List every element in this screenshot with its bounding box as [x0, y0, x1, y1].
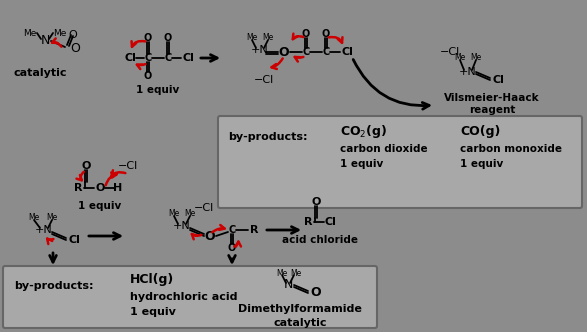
Text: Vilsmeier-Haack: Vilsmeier-Haack: [444, 93, 540, 103]
Text: Me: Me: [28, 213, 40, 222]
Text: +N: +N: [35, 225, 53, 235]
Text: 1 equiv: 1 equiv: [460, 159, 503, 169]
Text: 1 equiv: 1 equiv: [130, 307, 176, 317]
Text: C: C: [144, 53, 151, 63]
Text: Cl: Cl: [324, 217, 336, 227]
Text: 1 equiv: 1 equiv: [136, 85, 180, 95]
Text: O: O: [311, 197, 321, 207]
Text: Dimethylformamide: Dimethylformamide: [238, 304, 362, 314]
FancyBboxPatch shape: [3, 266, 377, 328]
Text: hydrochloric acid: hydrochloric acid: [130, 292, 238, 302]
Text: CO$_2$(g): CO$_2$(g): [340, 124, 387, 140]
Text: O: O: [164, 33, 172, 43]
Text: R: R: [303, 217, 312, 227]
Text: Me: Me: [470, 53, 481, 62]
Text: O: O: [228, 243, 236, 253]
Text: R: R: [74, 183, 82, 193]
FancyBboxPatch shape: [218, 116, 582, 208]
Text: Cl: Cl: [68, 235, 80, 245]
Text: Me: Me: [168, 209, 180, 218]
Text: CO(g): CO(g): [460, 125, 500, 138]
Text: N: N: [284, 279, 293, 291]
Text: Me: Me: [23, 29, 37, 38]
Text: +N: +N: [173, 221, 191, 231]
Text: O: O: [302, 29, 310, 39]
Text: carbon monoxide: carbon monoxide: [460, 144, 562, 154]
Text: O: O: [82, 161, 90, 171]
Text: O: O: [95, 183, 104, 193]
Text: O: O: [144, 33, 152, 43]
Text: O: O: [69, 30, 77, 40]
Text: by-products:: by-products:: [228, 132, 308, 142]
Text: Me: Me: [291, 269, 302, 278]
Text: catalytic: catalytic: [274, 318, 327, 328]
Text: C: C: [302, 47, 309, 57]
Text: reagent: reagent: [469, 105, 515, 115]
Text: by-products:: by-products:: [14, 281, 93, 291]
Text: C: C: [322, 47, 330, 57]
Text: −Cl: −Cl: [254, 75, 274, 85]
Text: O: O: [279, 45, 289, 58]
Text: Me: Me: [184, 209, 195, 218]
Text: Me: Me: [247, 34, 258, 42]
Text: carbon dioxide: carbon dioxide: [340, 144, 427, 154]
Text: O: O: [322, 29, 330, 39]
Text: Cl: Cl: [124, 53, 136, 63]
Text: O: O: [70, 42, 80, 55]
Text: Cl: Cl: [182, 53, 194, 63]
Text: 1 equiv: 1 equiv: [340, 159, 383, 169]
Text: Cl: Cl: [492, 75, 504, 85]
Text: R: R: [249, 225, 258, 235]
Text: acid chloride: acid chloride: [282, 235, 358, 245]
Text: Me: Me: [262, 34, 274, 42]
Text: +N: +N: [251, 45, 269, 55]
Text: HCl(g): HCl(g): [130, 274, 174, 287]
Text: N: N: [41, 35, 50, 47]
Text: −Cl: −Cl: [440, 47, 460, 57]
Text: H: H: [113, 183, 123, 193]
Text: −Cl: −Cl: [194, 203, 214, 213]
Text: Me: Me: [53, 29, 66, 38]
Text: Me: Me: [276, 269, 288, 278]
Text: −Cl: −Cl: [118, 161, 138, 171]
Text: O: O: [311, 287, 321, 299]
Text: Me: Me: [454, 53, 465, 62]
Text: 1 equiv: 1 equiv: [79, 201, 122, 211]
Text: Me: Me: [46, 213, 58, 222]
Text: +N: +N: [459, 67, 477, 77]
Text: C: C: [164, 53, 171, 63]
Text: Cl: Cl: [341, 47, 353, 57]
Text: O: O: [205, 229, 215, 242]
Text: O: O: [144, 71, 152, 81]
Text: C: C: [228, 225, 235, 235]
Text: catalytic: catalytic: [14, 68, 67, 78]
